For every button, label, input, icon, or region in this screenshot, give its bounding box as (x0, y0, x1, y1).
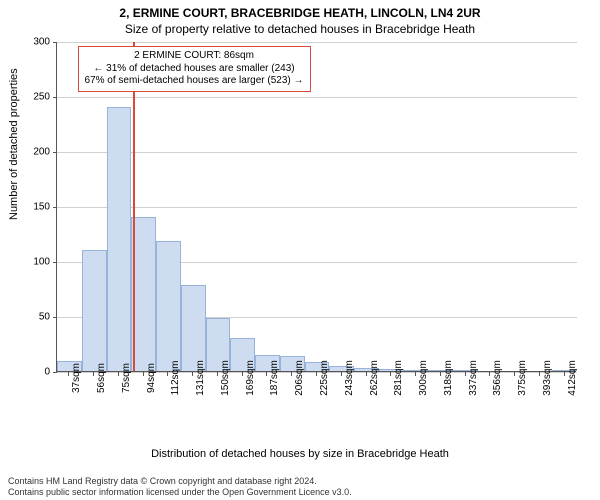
annotation-line: 2 ERMINE COURT: 86sqm (85, 50, 304, 63)
x-tick-mark (390, 372, 391, 376)
y-tick-label: 200 (20, 147, 50, 158)
y-tick-label: 150 (20, 202, 50, 213)
annotation-line: 67% of semi-detached houses are larger (… (85, 75, 304, 88)
y-tick-mark (53, 317, 57, 318)
x-tick-mark (217, 372, 218, 376)
x-tick-mark (415, 372, 416, 376)
x-tick-mark (118, 372, 119, 376)
y-tick-mark (53, 207, 57, 208)
gridline (57, 97, 577, 98)
x-tick-label: 412sqm (567, 360, 578, 396)
y-tick-mark (53, 97, 57, 98)
annotation-box: 2 ERMINE COURT: 86sqm← 31% of detached h… (78, 46, 311, 92)
x-tick-mark (341, 372, 342, 376)
y-tick-mark (53, 262, 57, 263)
x-tick-label: 300sqm (418, 360, 429, 396)
x-tick-label: 131sqm (195, 360, 206, 396)
y-tick-label: 250 (20, 92, 50, 103)
y-tick-mark (53, 152, 57, 153)
x-tick-label: 94sqm (146, 363, 157, 393)
x-tick-label: 225sqm (319, 360, 330, 396)
x-tick-label: 187sqm (269, 360, 280, 396)
x-tick-mark (192, 372, 193, 376)
x-tick-label: 169sqm (245, 360, 256, 396)
chart-subtitle: Size of property relative to detached ho… (0, 20, 600, 36)
footer-line: Contains HM Land Registry data © Crown c… (8, 476, 352, 487)
x-tick-label: 37sqm (71, 363, 82, 393)
x-tick-mark (167, 372, 168, 376)
x-tick-mark (68, 372, 69, 376)
x-tick-label: 375sqm (517, 360, 528, 396)
x-tick-label: 393sqm (542, 360, 553, 396)
x-tick-label: 112sqm (170, 361, 181, 396)
y-tick-label: 0 (20, 367, 50, 378)
chart-container: 2, ERMINE COURT, BRACEBRIDGE HEATH, LINC… (0, 0, 600, 500)
x-tick-mark (266, 372, 267, 376)
x-tick-label: 206sqm (294, 360, 305, 396)
x-tick-mark (242, 372, 243, 376)
gridline (57, 207, 577, 208)
x-tick-label: 243sqm (344, 360, 355, 396)
histogram-bar (156, 241, 181, 371)
x-tick-mark (539, 372, 540, 376)
x-axis-label: Distribution of detached houses by size … (0, 448, 600, 460)
x-tick-mark (93, 372, 94, 376)
y-axis-label: Number of detached properties (8, 68, 20, 220)
y-tick-label: 300 (20, 37, 50, 48)
x-tick-mark (143, 372, 144, 376)
chart-area: 2 ERMINE COURT: 86sqm← 31% of detached h… (56, 42, 576, 402)
annotation-line: ← 31% of detached houses are smaller (24… (85, 63, 304, 76)
x-tick-label: 56sqm (96, 363, 107, 393)
y-tick-label: 50 (20, 312, 50, 323)
x-tick-mark (291, 372, 292, 376)
x-tick-label: 281sqm (393, 360, 404, 396)
y-tick-mark (53, 42, 57, 43)
footer-line: Contains public sector information licen… (8, 487, 352, 498)
x-tick-label: 356sqm (492, 360, 503, 396)
y-tick-label: 100 (20, 257, 50, 268)
gridline (57, 42, 577, 43)
y-tick-mark (53, 372, 57, 373)
histogram-bar (82, 250, 107, 371)
x-tick-mark (564, 372, 565, 376)
x-tick-label: 262sqm (369, 360, 380, 396)
histogram-bar (181, 285, 206, 371)
x-tick-label: 75sqm (121, 363, 132, 393)
x-tick-mark (316, 372, 317, 376)
x-tick-label: 337sqm (468, 360, 479, 396)
x-tick-label: 150sqm (220, 360, 231, 396)
x-tick-mark (366, 372, 367, 376)
x-tick-label: 318sqm (443, 360, 454, 396)
gridline (57, 152, 577, 153)
histogram-bar (107, 107, 132, 371)
chart-title: 2, ERMINE COURT, BRACEBRIDGE HEATH, LINC… (0, 0, 600, 20)
histogram-bar (131, 217, 156, 371)
x-tick-mark (440, 372, 441, 376)
x-tick-mark (514, 372, 515, 376)
x-tick-mark (465, 372, 466, 376)
chart-footer: Contains HM Land Registry data © Crown c… (8, 476, 352, 498)
x-tick-mark (489, 372, 490, 376)
plot-region: 2 ERMINE COURT: 86sqm← 31% of detached h… (56, 42, 576, 372)
